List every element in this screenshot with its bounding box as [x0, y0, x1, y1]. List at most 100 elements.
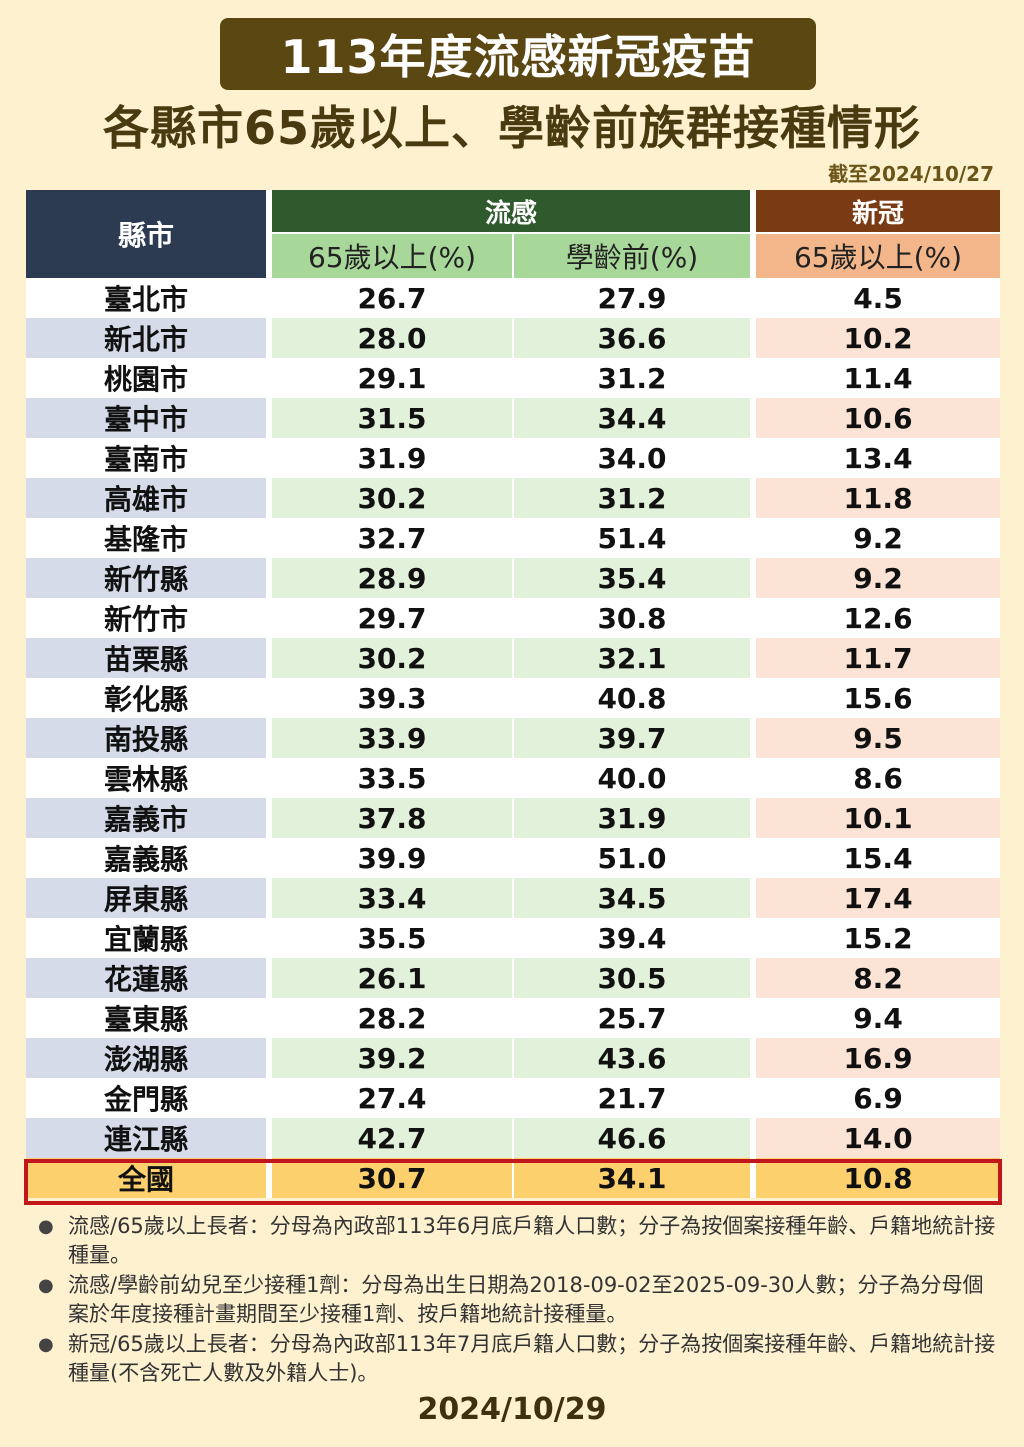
release-date: 2024/10/29 [417, 1392, 607, 1427]
region-cell: 澎湖縣 [26, 1038, 272, 1078]
covid-65-cell: 4.5 [756, 278, 1001, 318]
footnote-text: 流感/65歲以上長者：分母為內政部113年6月底戶籍人口數；分子為按個案接種年齡… [68, 1214, 996, 1267]
table-row: 屏東縣 33.4 34.5 17.4 [26, 878, 1001, 918]
covid-65-cell: 10.1 [756, 798, 1001, 838]
flu-65-cell: 30.2 [272, 638, 514, 678]
covid-65-cell: 15.4 [756, 838, 1001, 878]
flu-65-cell: 31.5 [272, 398, 514, 438]
region-cell: 新北市 [26, 318, 272, 358]
covid-65-cell: 9.2 [756, 518, 1001, 558]
covid-65-cell: 8.6 [756, 758, 1001, 798]
covid-65-column-header: 65歲以上(%) [756, 232, 1001, 278]
flu-65-cell: 32.7 [272, 518, 514, 558]
flu-preschool-cell: 40.8 [514, 678, 757, 718]
flu-preschool-cell: 36.6 [514, 318, 757, 358]
flu-65-cell: 37.8 [272, 798, 514, 838]
bullet-icon: ● [38, 1216, 54, 1237]
footnote-text: 流感/學齡前幼兒至少接種1劑：分母為出生日期為2018-09-02至2025-0… [68, 1273, 984, 1326]
table-row: 臺東縣 28.2 25.7 9.4 [26, 998, 1001, 1038]
flu-65-cell: 28.0 [272, 318, 514, 358]
flu-preschool-cell: 25.7 [514, 998, 757, 1038]
region-cell: 嘉義市 [26, 798, 272, 838]
region-cell: 新竹縣 [26, 558, 272, 598]
region-cell: 嘉義縣 [26, 838, 272, 878]
table-row: 花蓮縣 26.1 30.5 8.2 [26, 958, 1001, 998]
table-row: 雲林縣 33.5 40.0 8.6 [26, 758, 1001, 798]
covid-65-cell: 14.0 [756, 1118, 1001, 1158]
region-cell: 桃園市 [26, 358, 272, 398]
table-row: 嘉義市 37.8 31.9 10.1 [26, 798, 1001, 838]
flu-65-column-header: 65歲以上(%) [272, 232, 514, 278]
flu-preschool-cell: 40.0 [514, 758, 757, 798]
covid-65-cell: 11.7 [756, 638, 1001, 678]
flu-65-cell: 29.7 [272, 598, 514, 638]
flu-65-cell: 33.9 [272, 718, 514, 758]
table-row: 新竹縣 28.9 35.4 9.2 [26, 558, 1001, 598]
flu-65-cell: 28.2 [272, 998, 514, 1038]
region-cell: 臺南市 [26, 438, 272, 478]
flu-preschool-cell: 31.9 [514, 798, 757, 838]
flu-65-cell: 35.5 [272, 918, 514, 958]
table-row: 新北市 28.0 36.6 10.2 [26, 318, 1001, 358]
region-column-header: 縣市 [26, 190, 272, 278]
table-body: 臺北市 26.7 27.9 4.5 新北市 28.0 36.6 10.2 桃園市 29.1 31.2… [26, 278, 1001, 1198]
footnote: ● 新冠/65歲以上長者：分母為內政部113年7月底戶籍人口數；分子為按個案接種… [38, 1330, 998, 1388]
bullet-icon: ● [38, 1334, 54, 1355]
flu-65-cell: 31.9 [272, 438, 514, 478]
table-row: 彰化縣 39.3 40.8 15.6 [26, 678, 1001, 718]
flu-65-cell: 42.7 [272, 1118, 514, 1158]
region-cell: 臺東縣 [26, 998, 272, 1038]
flu-65-cell: 28.9 [272, 558, 514, 598]
covid-65-cell: 10.6 [756, 398, 1001, 438]
flu-preschool-cell: 27.9 [514, 278, 757, 318]
flu-preschool-cell: 51.4 [514, 518, 757, 558]
flu-preschool-cell: 39.7 [514, 718, 757, 758]
region-cell: 連江縣 [26, 1118, 272, 1158]
flu-preschool-cell: 43.6 [514, 1038, 757, 1078]
flu-65-cell: 39.3 [272, 678, 514, 718]
region-cell: 宜蘭縣 [26, 918, 272, 958]
flu-65-cell: 39.2 [272, 1038, 514, 1078]
region-cell: 金門縣 [26, 1078, 272, 1118]
page-subtitle: 各縣市65歲以上、學齡前族群接種情形 [102, 101, 921, 155]
covid-65-cell: 16.9 [756, 1038, 1001, 1078]
flu-preschool-cell: 34.4 [514, 398, 757, 438]
table-row: 新竹市 29.7 30.8 12.6 [26, 598, 1001, 638]
flu-preschool-cell: 32.1 [514, 638, 757, 678]
region-cell: 雲林縣 [26, 758, 272, 798]
flu-preschool-cell: 30.5 [514, 958, 757, 998]
region-cell: 苗栗縣 [26, 638, 272, 678]
flu-65-cell: 30.7 [272, 1158, 514, 1198]
covid-65-cell: 17.4 [756, 878, 1001, 918]
table-row: 臺北市 26.7 27.9 4.5 [26, 278, 1001, 318]
flu-65-cell: 33.4 [272, 878, 514, 918]
flu-preschool-cell: 39.4 [514, 918, 757, 958]
covid-65-cell: 10.2 [756, 318, 1001, 358]
covid-65-cell: 9.4 [756, 998, 1001, 1038]
covid-65-cell: 9.2 [756, 558, 1001, 598]
region-cell: 基隆市 [26, 518, 272, 558]
table-row: 桃園市 29.1 31.2 11.4 [26, 358, 1001, 398]
table-row: 苗栗縣 30.2 32.1 11.7 [26, 638, 1001, 678]
region-cell: 彰化縣 [26, 678, 272, 718]
covid-65-cell: 10.8 [756, 1158, 1001, 1198]
flu-65-cell: 30.2 [272, 478, 514, 518]
flu-65-cell: 39.9 [272, 838, 514, 878]
covid-65-cell: 8.2 [756, 958, 1001, 998]
flu-65-cell: 26.1 [272, 958, 514, 998]
table-row: 高雄市 30.2 31.2 11.8 [26, 478, 1001, 518]
footnotes: ● 流感/65歲以上長者：分母為內政部113年6月底戶籍人口數；分子為按個案接種… [38, 1212, 998, 1389]
flu-preschool-cell: 34.0 [514, 438, 757, 478]
footnote: ● 流感/65歲以上長者：分母為內政部113年6月底戶籍人口數；分子為按個案接種… [38, 1212, 998, 1270]
flu-preschool-cell: 31.2 [514, 358, 757, 398]
flu-65-cell: 33.5 [272, 758, 514, 798]
region-cell: 臺北市 [26, 278, 272, 318]
table-row: 連江縣 42.7 46.6 14.0 [26, 1118, 1001, 1158]
table-row: 宜蘭縣 35.5 39.4 15.2 [26, 918, 1001, 958]
table-row: 南投縣 33.9 39.7 9.5 [26, 718, 1001, 758]
covid-65-cell: 9.5 [756, 718, 1001, 758]
flu-group-header: 流感 [272, 190, 757, 232]
national-total-row: 全國 30.7 34.1 10.8 [26, 1158, 1001, 1198]
covid-65-cell: 6.9 [756, 1078, 1001, 1118]
covid-65-cell: 15.6 [756, 678, 1001, 718]
